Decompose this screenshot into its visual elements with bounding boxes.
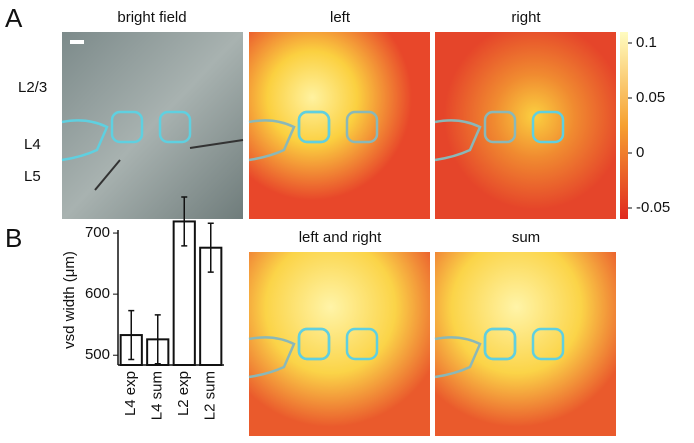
image-title: right bbox=[511, 9, 541, 26]
y-axis-label: vsd width (μm) bbox=[61, 251, 78, 349]
x-tick-label: L2 sum bbox=[202, 371, 219, 420]
x-tick-label: L2 exp bbox=[175, 371, 192, 416]
colorbar-tick-label: -0.05 bbox=[636, 199, 670, 216]
colorbar-tick-label: 0.05 bbox=[636, 89, 665, 106]
image-title: bright field bbox=[117, 9, 186, 26]
colorbar-tick-label: 0 bbox=[636, 144, 644, 161]
panel-label: B bbox=[5, 223, 22, 253]
image-title: left bbox=[330, 9, 351, 26]
heatmap bbox=[249, 252, 430, 436]
y-tick-label: 500 bbox=[85, 346, 110, 363]
layer-label: L4 bbox=[24, 136, 41, 153]
colorbar-tick-label: 0.1 bbox=[636, 34, 657, 51]
panel-label: A bbox=[5, 3, 23, 33]
heatmap bbox=[249, 32, 430, 219]
layer-label: L2/3 bbox=[18, 79, 47, 96]
scale-bar bbox=[70, 40, 84, 44]
image-title: sum bbox=[512, 229, 540, 246]
figure: A B L2/3 L4 L5 bright field left right l… bbox=[0, 0, 694, 438]
image-title: left and right bbox=[299, 229, 382, 246]
bright-field-image bbox=[62, 32, 243, 219]
x-tick-label: L4 exp bbox=[122, 371, 139, 416]
heatmap bbox=[435, 252, 616, 436]
colorbar bbox=[620, 32, 628, 219]
y-tick-label: 600 bbox=[85, 285, 110, 302]
layer-label: L5 bbox=[24, 168, 41, 185]
y-tick-label: 700 bbox=[85, 224, 110, 241]
heatmap bbox=[435, 32, 616, 219]
x-tick-label: L4 sum bbox=[149, 371, 166, 420]
